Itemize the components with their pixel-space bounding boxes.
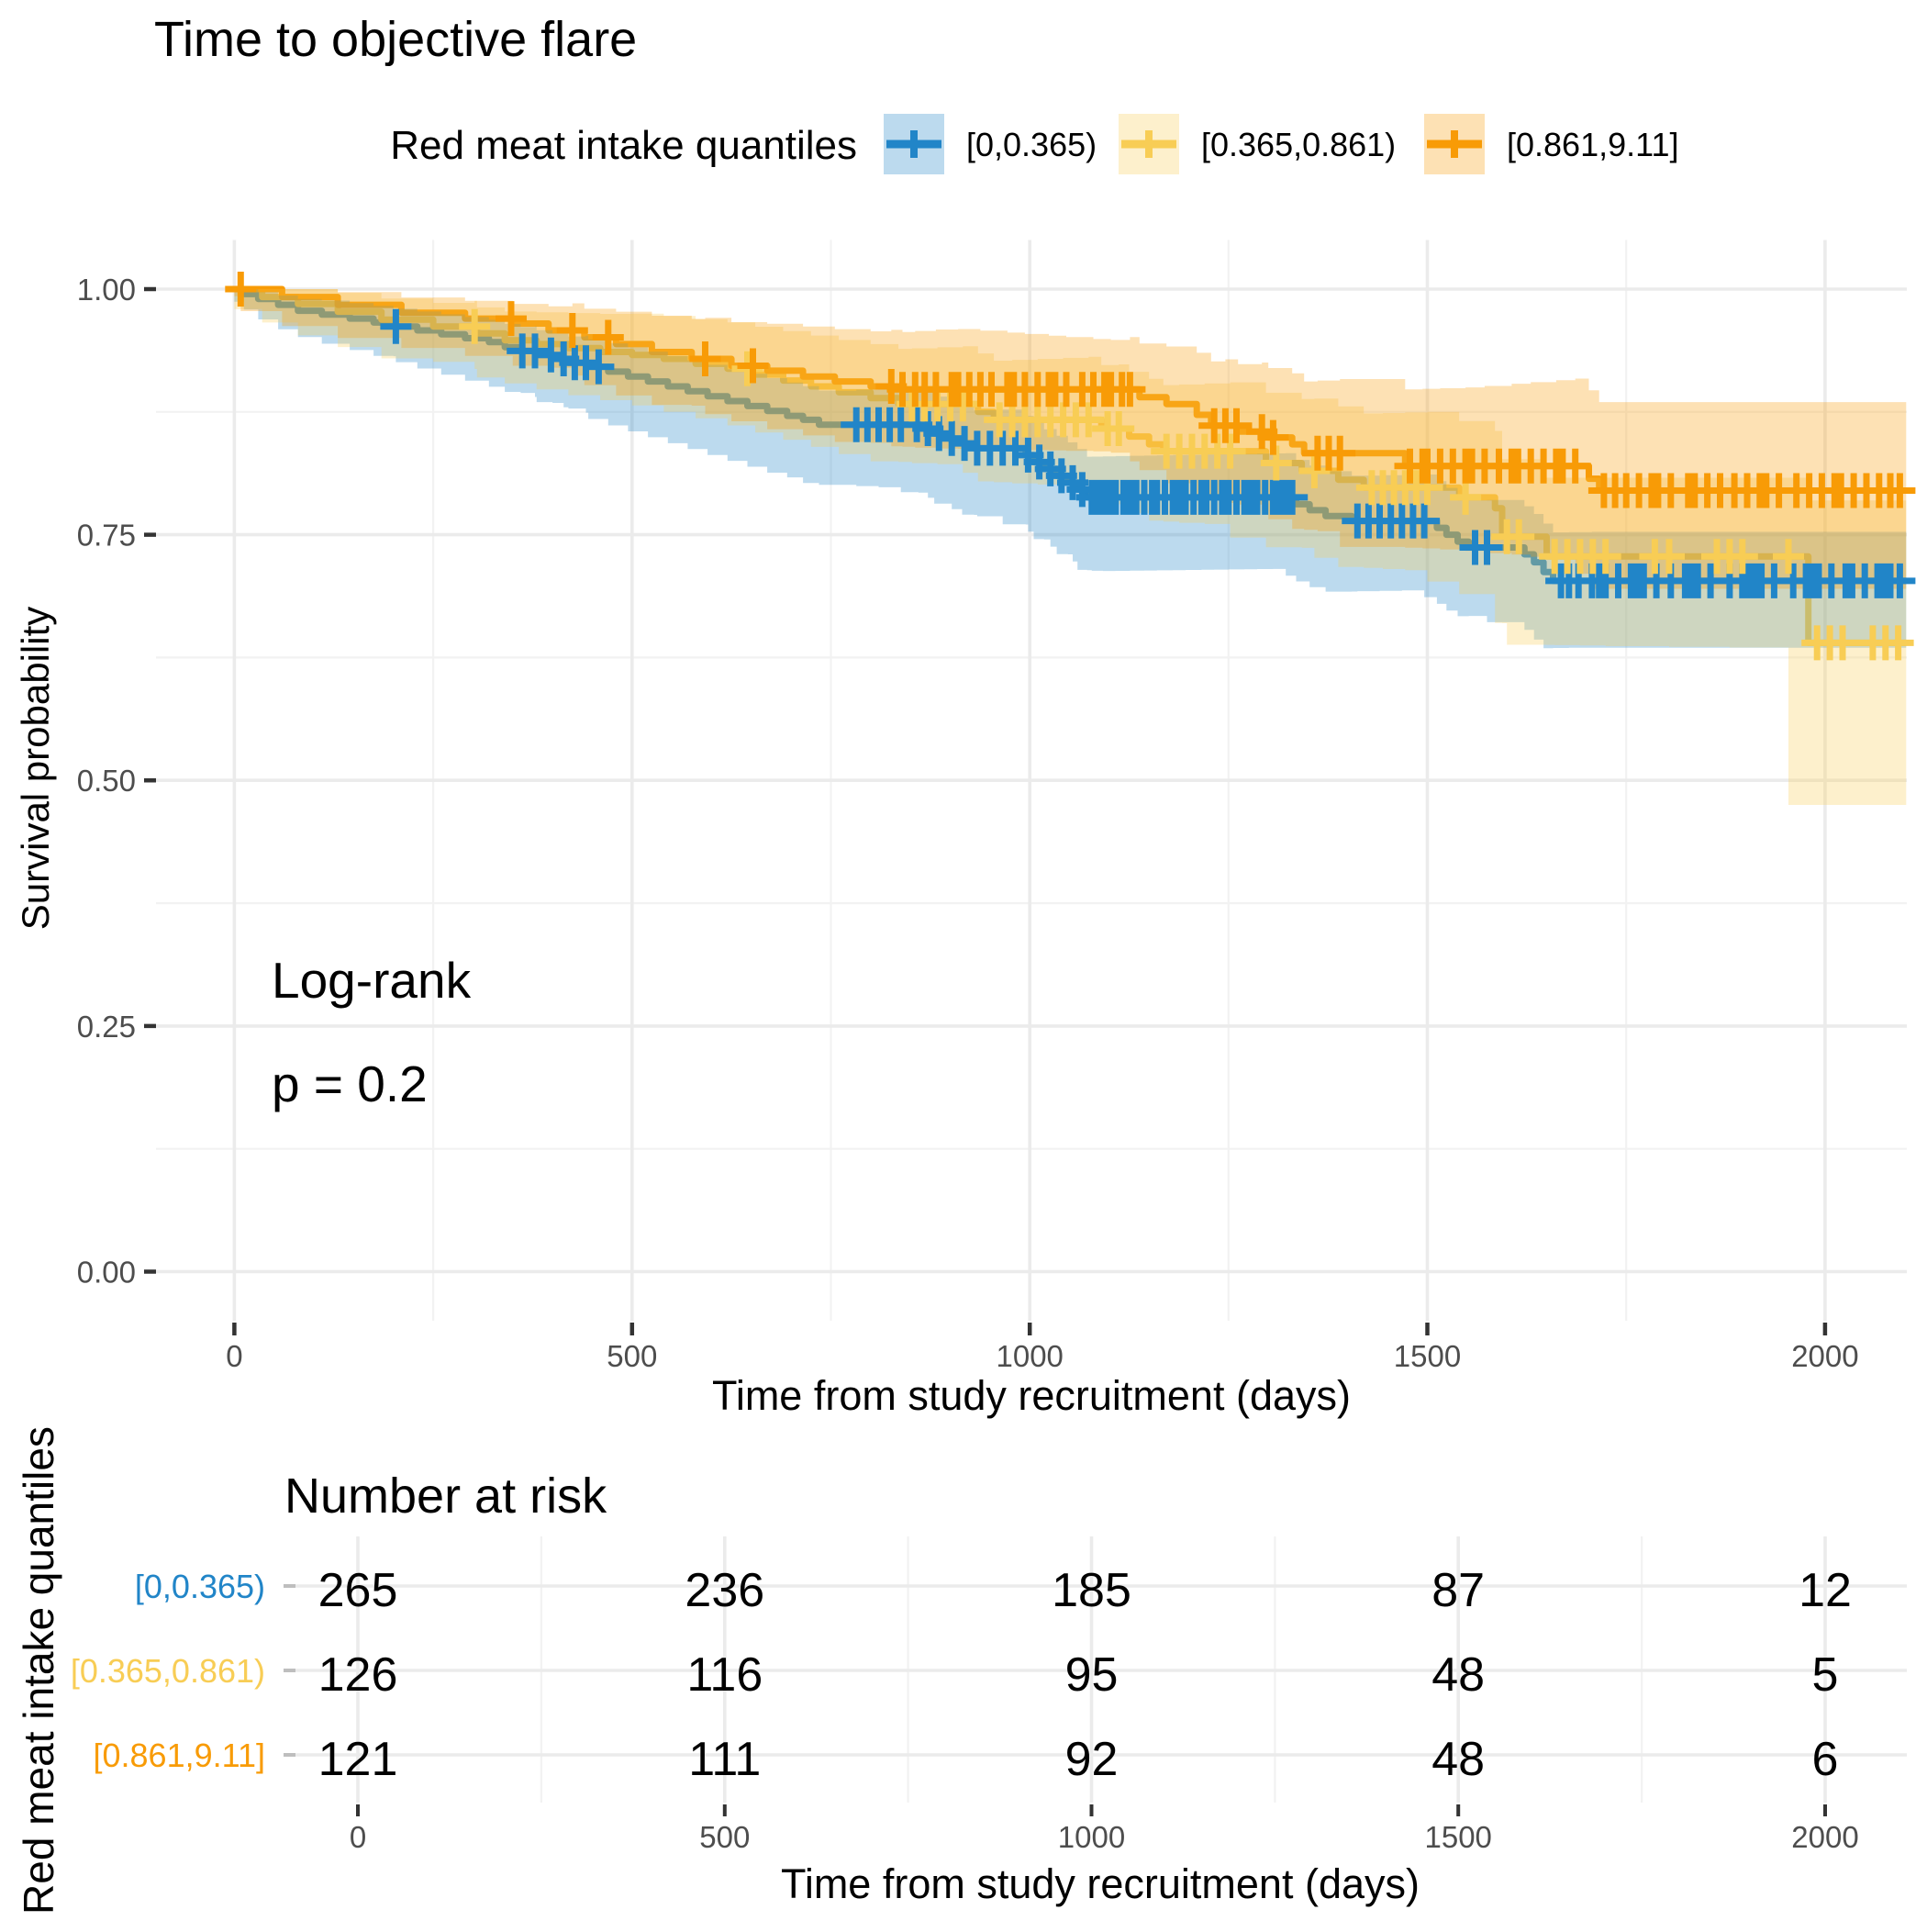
svg-text:1500: 1500 (1424, 1820, 1491, 1854)
svg-text:Time from study recruitment (d: Time from study recruitment (days) (712, 1372, 1351, 1419)
svg-text:265: 265 (318, 1564, 398, 1617)
svg-text:48: 48 (1431, 1733, 1485, 1786)
svg-text:5: 5 (1812, 1648, 1839, 1702)
svg-text:Red meat intake quantiles: Red meat intake quantiles (15, 1426, 62, 1915)
svg-text:[0.365,0.861): [0.365,0.861) (71, 1652, 265, 1690)
svg-text:121: 121 (318, 1733, 398, 1786)
svg-text:[0,0.365): [0,0.365) (966, 126, 1097, 163)
svg-text:236: 236 (685, 1564, 764, 1617)
svg-text:87: 87 (1431, 1564, 1485, 1617)
svg-text:12: 12 (1799, 1564, 1852, 1617)
svg-text:[0.861,9.11]: [0.861,9.11] (94, 1737, 266, 1774)
svg-text:Survival probability: Survival probability (14, 607, 57, 931)
svg-text:0.50: 0.50 (77, 764, 136, 798)
svg-text:Time from study recruitment (d: Time from study recruitment (days) (781, 1860, 1420, 1907)
svg-text:Time to objective flare: Time to objective flare (154, 12, 637, 67)
svg-text:Log-rank: Log-rank (272, 952, 472, 1009)
svg-text:0: 0 (226, 1339, 242, 1373)
svg-text:48: 48 (1431, 1648, 1485, 1702)
svg-text:[0.861,9.11]: [0.861,9.11] (1507, 126, 1679, 163)
svg-text:0: 0 (350, 1820, 366, 1854)
svg-text:95: 95 (1065, 1648, 1119, 1702)
svg-text:500: 500 (607, 1339, 657, 1373)
svg-text:[0.365,0.861): [0.365,0.861) (1201, 126, 1396, 163)
svg-text:1000: 1000 (996, 1339, 1063, 1373)
svg-text:0.75: 0.75 (77, 519, 136, 553)
svg-text:2000: 2000 (1791, 1820, 1858, 1854)
svg-text:92: 92 (1065, 1733, 1119, 1786)
svg-text:1.00: 1.00 (77, 273, 136, 307)
svg-text:126: 126 (318, 1648, 398, 1702)
svg-text:1500: 1500 (1394, 1339, 1461, 1373)
svg-text:0.25: 0.25 (77, 1010, 136, 1044)
svg-text:116: 116 (686, 1648, 763, 1702)
svg-text:6: 6 (1812, 1733, 1839, 1786)
svg-text:Number at risk: Number at risk (284, 1469, 607, 1524)
svg-text:0.00: 0.00 (77, 1256, 136, 1290)
svg-text:185: 185 (1052, 1564, 1131, 1617)
svg-text:2000: 2000 (1791, 1339, 1858, 1373)
svg-text:1000: 1000 (1058, 1820, 1125, 1854)
svg-text:p = 0.2: p = 0.2 (272, 1055, 428, 1112)
svg-text:Red meat intake quantiles: Red meat intake quantiles (390, 123, 857, 168)
svg-text:111: 111 (688, 1733, 761, 1786)
svg-text:[0,0.365): [0,0.365) (135, 1568, 265, 1605)
svg-text:500: 500 (699, 1820, 750, 1854)
